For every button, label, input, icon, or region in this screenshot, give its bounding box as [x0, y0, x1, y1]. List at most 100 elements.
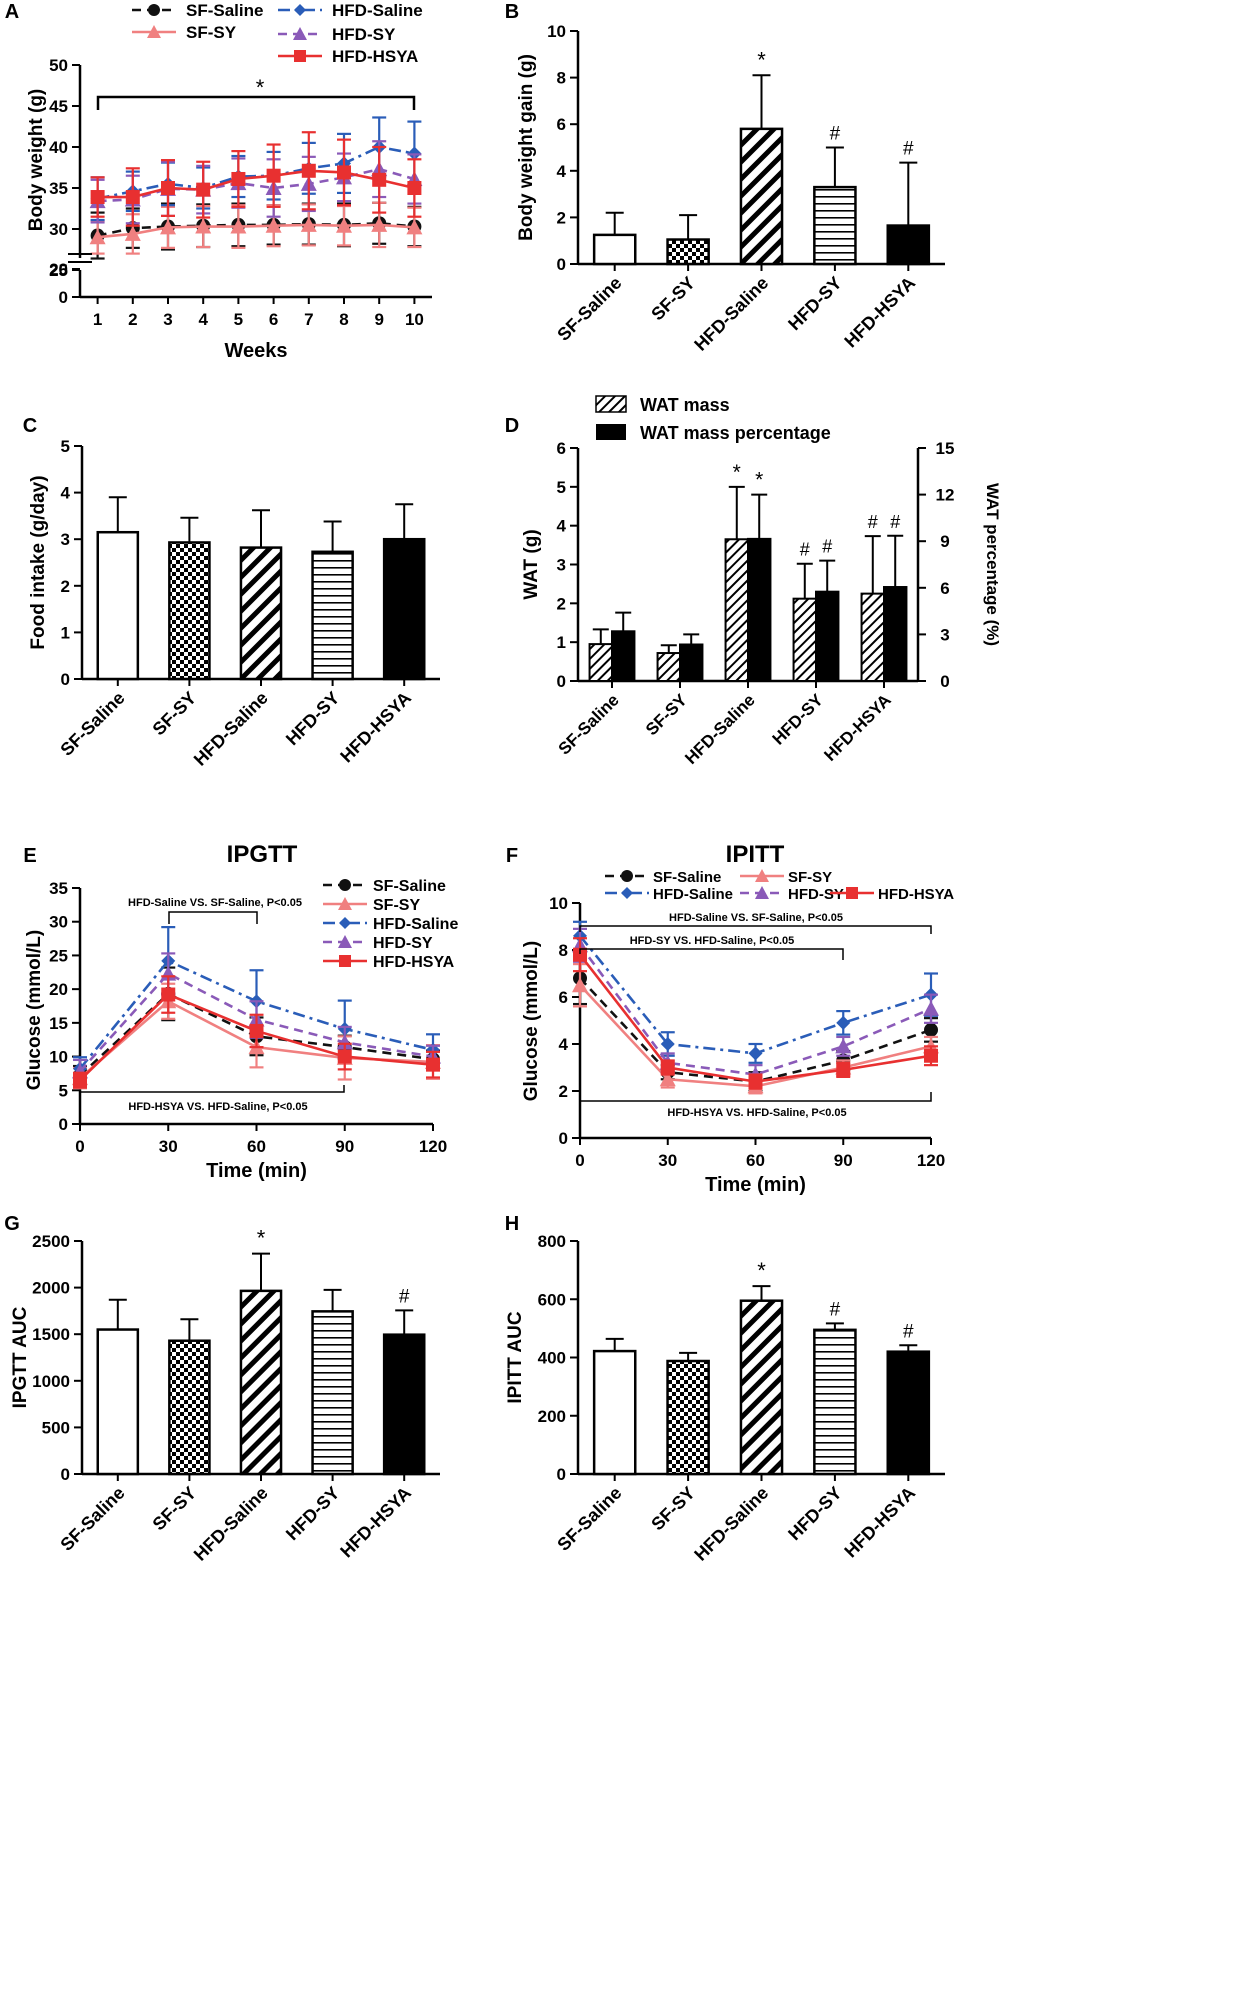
significance-bracket: [96, 95, 416, 110]
bar-hfd-hsya: [382, 537, 426, 681]
marker-square: [301, 163, 316, 178]
significance-mark: *: [757, 1258, 766, 1283]
marker-square: [266, 168, 281, 183]
x-tick-label: 120: [917, 1151, 945, 1170]
marker-triangle: [923, 1000, 939, 1016]
significance-mark: *: [256, 75, 265, 100]
annotation: HFD-Saline VS. SF-Saline, P<0.05: [128, 897, 302, 909]
x-tick-label: 60: [247, 1137, 266, 1156]
panel-label: D: [505, 415, 519, 437]
y-tick-label: 2500: [32, 1232, 70, 1251]
panel-label: A: [5, 1, 19, 23]
marker-square: [426, 1057, 440, 1072]
annotation: HFD-HSYA VS. HFD-Saline, P<0.05: [128, 1101, 307, 1113]
legend-label: HFD-SY: [332, 25, 396, 44]
bar-wat-percentage: [611, 630, 636, 682]
panel-G: G 2500 2000 1500 1000 500 0 IPGTT AUC SF-Saline S…: [4, 1213, 440, 1565]
y-tick-label: 2: [557, 594, 566, 613]
significance-mark: *: [755, 469, 763, 492]
series-hfd-hsya: [73, 975, 440, 1089]
y-tick-label: 10: [549, 894, 568, 913]
x-tick-label: HFD-SY: [282, 1483, 344, 1545]
marker-triangle: [755, 869, 769, 882]
y-tick-label: 3: [557, 556, 566, 575]
significance-mark: *: [757, 47, 766, 72]
y-tick-label: 45: [49, 97, 68, 116]
legend-label: SF-Saline: [653, 869, 721, 886]
marker-diamond: [748, 1046, 763, 1061]
series-line: [578, 944, 932, 1076]
y-tick-label: 0: [59, 1115, 68, 1134]
y-tick-label-right: 0: [940, 672, 949, 691]
significance-bracket: [168, 911, 258, 924]
x-tick-label: SF-SY: [647, 273, 699, 325]
significance-mark: #: [830, 124, 841, 145]
legend-label: HFD-SY: [788, 886, 844, 903]
significance-bracket: [80, 1085, 345, 1093]
y-tick-label: 35: [49, 879, 68, 898]
bar-wat-percentage: [679, 643, 704, 682]
marker-diamond: [621, 887, 633, 899]
y-tick-label: 5: [557, 478, 566, 497]
bar-wat-percentage: [815, 590, 840, 683]
bar-wat-mass: [792, 597, 817, 683]
marker-square: [196, 182, 211, 197]
significance-mark: #: [399, 1286, 410, 1307]
panel-label: C: [23, 415, 37, 437]
x-tick-label: 5: [234, 310, 243, 329]
x-tick-label: 4: [198, 310, 208, 329]
y-tick-label: 3: [61, 530, 70, 549]
legend-label: SF-Saline: [186, 1, 263, 20]
marker-square: [90, 190, 105, 205]
marker-square: [372, 172, 387, 187]
panel-label: F: [506, 845, 518, 867]
significance-mark: #: [822, 537, 832, 557]
x-axis-label: Time (min): [206, 1160, 307, 1182]
legend-label: WAT mass: [640, 395, 730, 415]
bar-hfd-sy: [813, 185, 857, 266]
y-axis-label: Food intake (g/day): [28, 475, 49, 649]
legend-label: SF-SY: [186, 23, 237, 42]
marker-triangle: [336, 217, 352, 233]
y-tick-label: 2: [559, 1082, 568, 1101]
marker-square: [73, 1073, 87, 1088]
legend-label: HFD-HSYA: [878, 886, 954, 903]
significance-mark: #: [800, 540, 810, 560]
x-tick-label: 7: [304, 310, 313, 329]
x-tick-label: 30: [658, 1151, 677, 1170]
y-tick-label-right: 12: [936, 486, 955, 505]
bar-hfd-saline: [739, 127, 784, 266]
significance-mark: #: [830, 1299, 841, 1320]
x-tick-label: HFD-HSYA: [840, 1483, 919, 1562]
x-tick-label: HFD-Saline: [681, 690, 759, 768]
series-line: [97, 223, 415, 239]
y-tick-label: 30: [49, 220, 68, 239]
marker-square: [125, 190, 140, 205]
y-tick-label: 1500: [32, 1325, 70, 1344]
marker-triangle: [160, 219, 176, 235]
marker-triangle: [755, 886, 769, 899]
y-tick-label: 4: [557, 162, 567, 181]
significance-mark: #: [868, 512, 878, 532]
x-tick-label: SF-Saline: [553, 1483, 625, 1555]
x-tick-label: 3: [163, 310, 172, 329]
bar-hfd-sy: [311, 550, 354, 681]
bar-hfd-saline: [239, 1289, 283, 1476]
y-tick-label: 4: [559, 1035, 569, 1054]
bar-sf-sy: [666, 238, 710, 266]
series-line: [97, 167, 415, 203]
series-sf-saline: [90, 201, 422, 260]
y-tick-label: 8: [559, 941, 568, 960]
annotation: HFD-SY VS. HFD-Saline, P<0.05: [630, 935, 795, 947]
panel-D: D 6 5 4 3 2 1 0 15 12 9 6 3 0 WAT (g) WAT percentage (%…: [505, 395, 1002, 768]
x-tick-label: 2: [128, 310, 137, 329]
x-tick-label: 10: [405, 310, 424, 329]
x-tick-label: HFD-SY: [769, 690, 828, 749]
y-tick-label: 0: [61, 670, 70, 689]
marker-square: [748, 1074, 763, 1089]
marker-diamond: [339, 917, 351, 929]
y-tick-label: 800: [538, 1232, 566, 1251]
marker-square: [339, 955, 351, 967]
marker-square: [294, 50, 306, 62]
x-tick-label: HFD-SY: [282, 688, 344, 750]
